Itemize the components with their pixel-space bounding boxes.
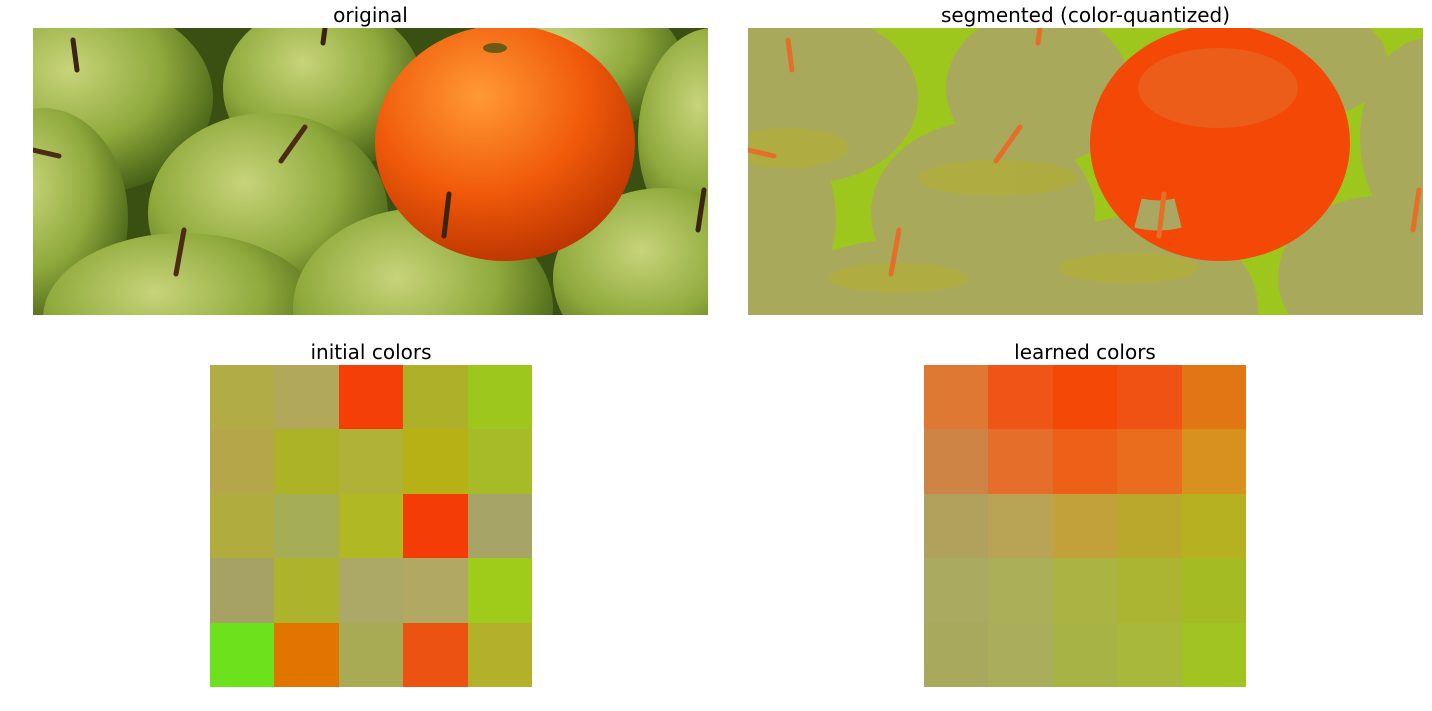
initial-color-swatch [403,493,468,559]
initial-colors-palette [210,365,532,687]
learned-color-swatch [1117,558,1182,623]
initial-color-swatch [274,493,339,559]
learned-color-swatch [1181,622,1246,687]
initial-color-swatch [403,429,468,494]
original-title: original [333,3,408,27]
learned-color-swatch [924,365,989,430]
initial-color-swatch [467,493,532,559]
initial-color-swatch [403,365,468,430]
initial-color-swatch [274,365,339,430]
learned-color-swatch [924,622,989,687]
learned-color-swatch [1052,493,1118,559]
initial-color-swatch [338,365,404,430]
learned-color-swatch [1117,493,1182,559]
learned-color-swatch [988,493,1053,559]
learned-color-swatch [988,622,1053,687]
learned-colors-title: learned colors [1014,340,1156,364]
learned-color-swatch [1052,365,1118,430]
original-image [33,28,708,315]
learned-color-swatch [1117,622,1182,687]
learned-color-swatch [1181,558,1246,623]
initial-color-swatch [467,429,532,494]
initial-color-swatch [338,622,404,687]
learned-color-swatch [1181,429,1246,494]
learned-color-swatch [1181,493,1246,559]
initial-color-swatch [210,365,275,430]
learned-color-swatch [1181,365,1246,430]
learned-color-swatch [1052,429,1118,494]
learned-color-swatch [924,493,989,559]
initial-color-swatch [338,558,404,623]
segmented-image [748,28,1423,315]
learned-color-swatch [924,429,989,494]
learned-color-swatch [1052,558,1118,623]
learned-color-swatch [988,365,1053,430]
learned-color-swatch [988,429,1053,494]
learned-color-swatch [988,558,1053,623]
initial-color-swatch [403,558,468,623]
initial-color-swatch [274,558,339,623]
initial-colors-title: initial colors [310,340,432,364]
learned-color-swatch [924,558,989,623]
original-photo-svg [33,28,708,315]
initial-color-swatch [210,622,275,687]
initial-color-swatch [274,622,339,687]
initial-color-swatch [467,622,532,687]
learned-colors-palette [924,365,1246,687]
learned-color-swatch [1117,429,1182,494]
segmented-photo-svg [748,28,1423,315]
initial-color-swatch [338,429,404,494]
initial-color-swatch [467,365,532,430]
segmented-title: segmented (color-quantized) [940,3,1231,27]
initial-color-swatch [467,558,532,623]
initial-color-swatch [403,622,468,687]
initial-color-swatch [274,429,339,494]
learned-color-swatch [1052,622,1118,687]
learned-color-swatch [1117,365,1182,430]
initial-color-swatch [210,558,275,623]
initial-color-swatch [338,493,404,559]
initial-color-swatch [210,429,275,494]
initial-color-swatch [210,493,275,559]
